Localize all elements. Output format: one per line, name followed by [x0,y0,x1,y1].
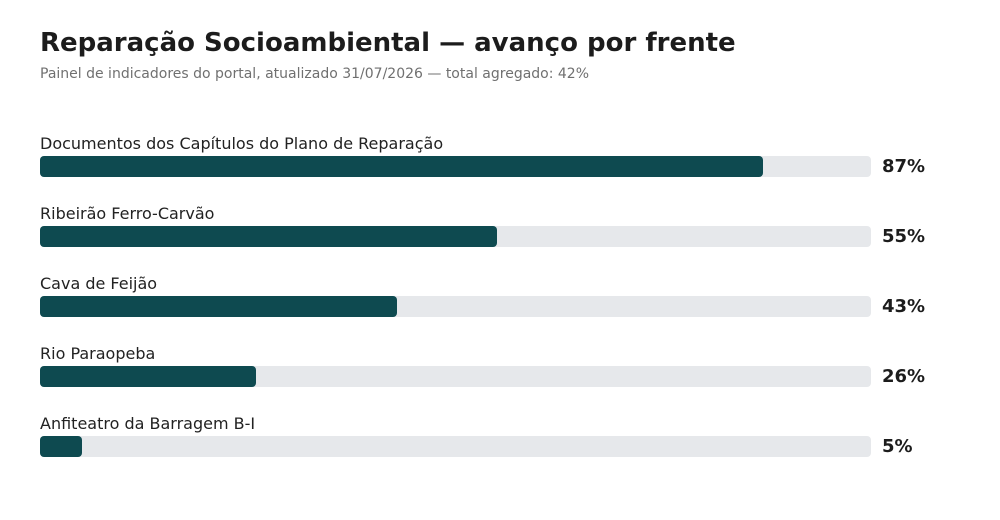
chart-subtitle: Painel de indicadores do portal, atualiz… [40,66,590,82]
bar-value-label: 55% [882,226,926,247]
chart-title: Reparação Socioambiental — avanço por fr… [40,28,736,58]
bar-value-label: 26% [882,366,926,387]
bar-fill [40,366,256,387]
bar-row: Documentos dos Capítulos do Plano de Rep… [40,132,960,202]
progress-bar-chart: Documentos dos Capítulos do Plano de Rep… [40,132,960,482]
bar-fill [40,296,397,317]
bar-fill [40,156,763,177]
bar-track [40,226,871,247]
bar-track [40,436,871,457]
bar-label: Ribeirão Ferro-Carvão [40,204,215,223]
bar-row: Anfiteatro da Barragem B-I 5% [40,412,960,482]
bar-label: Documentos dos Capítulos do Plano de Rep… [40,134,444,153]
bar-fill [40,436,82,457]
bar-track [40,366,871,387]
bar-track [40,296,871,317]
bar-value-label: 43% [882,296,926,317]
bar-row: Ribeirão Ferro-Carvão 55% [40,202,960,272]
bar-label: Rio Paraopeba [40,344,156,363]
bar-row: Cava de Feijão 43% [40,272,960,342]
bar-row: Rio Paraopeba 26% [40,342,960,412]
bar-track [40,156,871,177]
bar-value-label: 5% [882,436,913,457]
bar-value-label: 87% [882,156,926,177]
bar-fill [40,226,497,247]
bar-label: Anfiteatro da Barragem B-I [40,414,256,433]
bar-label: Cava de Feijão [40,274,158,293]
